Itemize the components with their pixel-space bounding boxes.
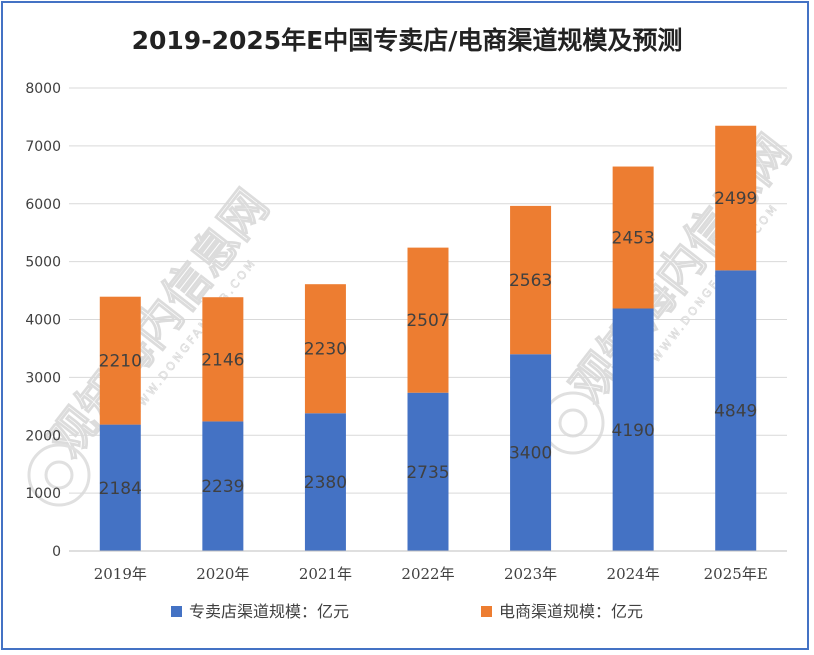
data-label: 3400 [509, 444, 552, 464]
chart-title: 2019-2025年E中国专卖店/电商渠道规模及预测 [132, 26, 683, 55]
watermark-text: 观知海内信息网 [560, 125, 801, 412]
data-label: 2380 [304, 473, 347, 493]
data-label: 4849 [714, 402, 757, 422]
data-label: 4190 [612, 421, 655, 441]
x-tick-label: 2021年 [299, 565, 352, 583]
x-tick-label: 2019年 [94, 565, 147, 583]
bar-segment [510, 354, 552, 551]
data-label: 2453 [612, 229, 655, 249]
bars [99, 125, 757, 551]
data-label: 2507 [406, 311, 449, 331]
x-tick-label: 2023年 [504, 565, 557, 583]
y-tick-label: 7000 [25, 139, 61, 155]
x-axis: 2019年 2020年 2021年 2022年 2023年 2024年 2025年E [94, 565, 768, 583]
watermark-logo-icon [44, 460, 74, 490]
x-tick-label: 2022年 [401, 565, 454, 583]
y-tick-label: 6000 [25, 197, 61, 213]
bar-segment [612, 308, 654, 551]
data-label: 2735 [406, 463, 449, 483]
data-labels: 2184 2210 2239 2146 2380 2230 2735 2507 3400 2563… [99, 189, 758, 499]
y-tick-label: 1000 [25, 486, 61, 502]
bar-segment [304, 413, 346, 551]
legend-label: 专卖店渠道规模：亿元 [189, 602, 349, 621]
bar-segment [407, 392, 449, 551]
data-label: 2146 [201, 350, 244, 370]
y-tick-label: 0 [52, 544, 61, 560]
watermark-logo-icon [27, 443, 91, 507]
data-label: 2563 [509, 271, 552, 291]
bar-segment [202, 297, 244, 422]
x-tick-label: 2024年 [607, 565, 660, 583]
legend-swatch [481, 606, 492, 617]
legend-label: 电商渠道规模：亿元 [499, 602, 643, 621]
watermark-logo-icon [558, 408, 588, 438]
bar-segment [715, 125, 757, 271]
y-tick-label: 2000 [25, 428, 61, 444]
bar-segment [510, 205, 552, 355]
bar-segment [304, 284, 346, 414]
y-tick-label: 5000 [25, 255, 61, 271]
bar-segment [99, 296, 141, 425]
bar-segment [612, 166, 654, 309]
stacked-bar-chart: 2019-2025年E中国专卖店/电商渠道规模及预测 观知海内信息网 WWW.D… [25, 26, 801, 621]
bar-segment [407, 247, 449, 393]
y-tick-label: 3000 [25, 370, 61, 386]
bar-segment [202, 421, 244, 551]
legend: 专卖店渠道规模：亿元 电商渠道规模：亿元 [171, 602, 643, 621]
data-label: 2210 [99, 352, 142, 372]
bar-segment [99, 424, 141, 551]
bar-segment [715, 270, 757, 551]
y-axis: 0 1000 2000 3000 4000 5000 6000 7000 8000 [25, 81, 61, 560]
x-tick-label: 2020年 [196, 565, 249, 583]
data-label: 2239 [201, 477, 244, 497]
y-tick-label: 8000 [25, 81, 61, 97]
data-label: 2230 [304, 340, 347, 360]
data-label: 2184 [99, 479, 142, 499]
legend-swatch [171, 606, 182, 617]
x-tick-label: 2025年E [704, 565, 768, 583]
y-tick-label: 4000 [25, 313, 61, 329]
data-label: 2499 [714, 189, 757, 209]
